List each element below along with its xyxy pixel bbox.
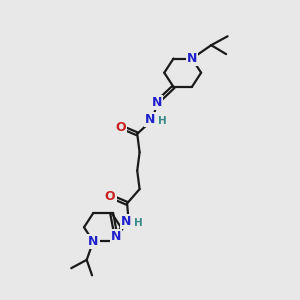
Text: N: N: [88, 235, 98, 248]
Text: H: H: [158, 116, 167, 126]
Text: N: N: [152, 96, 162, 109]
Text: N: N: [121, 215, 131, 228]
Text: N: N: [111, 230, 121, 243]
Text: N: N: [187, 52, 197, 65]
Text: O: O: [105, 190, 116, 203]
Text: H: H: [134, 218, 143, 228]
Text: N: N: [145, 113, 155, 126]
Text: O: O: [115, 121, 126, 134]
